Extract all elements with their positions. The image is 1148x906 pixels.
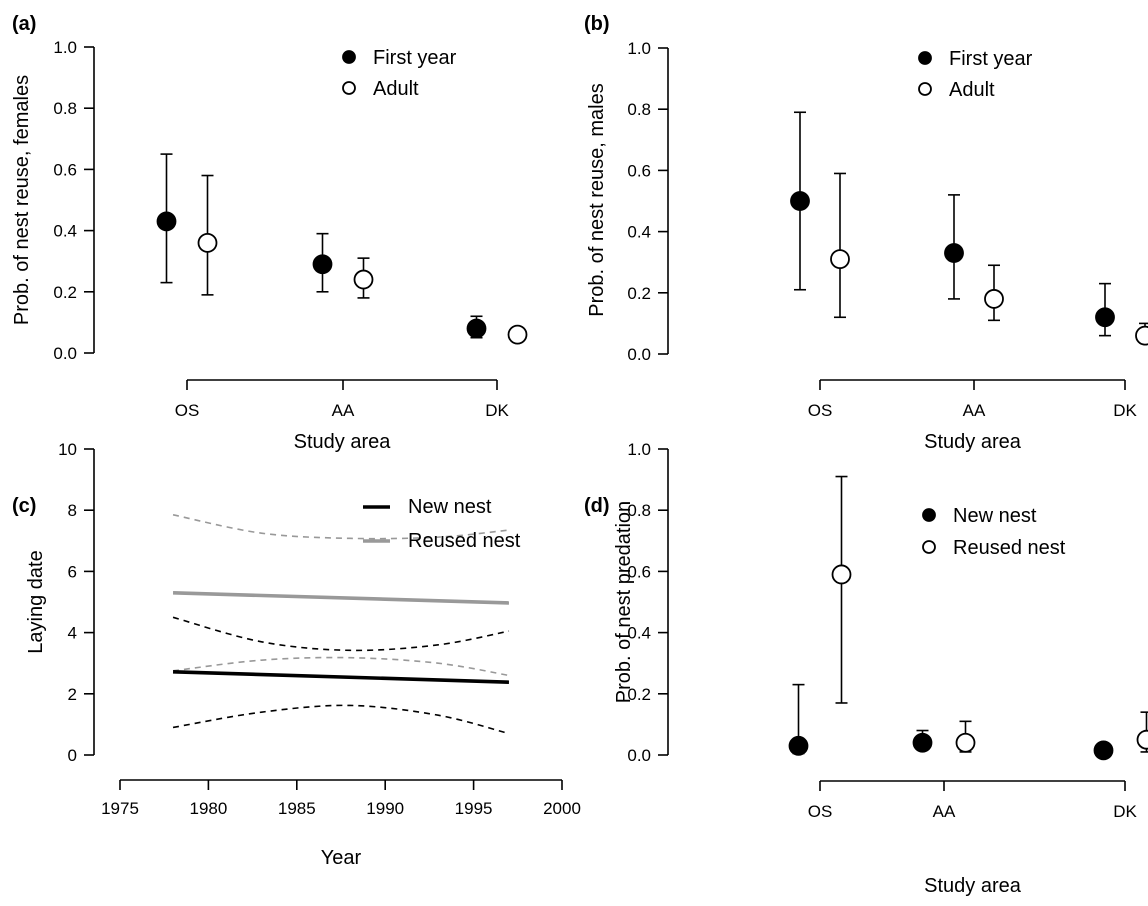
legend-marker-0 bbox=[342, 50, 356, 64]
x-axis-title: Study area bbox=[294, 431, 392, 453]
y-tick-label: 0.8 bbox=[53, 99, 77, 118]
filled-point bbox=[1093, 740, 1114, 761]
y-tick-label: 0.0 bbox=[627, 746, 651, 765]
legend-label: Adult bbox=[949, 79, 995, 101]
open-point bbox=[507, 324, 528, 345]
x-tick-label: 1995 bbox=[455, 799, 493, 818]
panel-label: (a) bbox=[12, 13, 36, 35]
y-tick-label: 4 bbox=[68, 624, 77, 643]
x-axis-title: Year bbox=[321, 847, 362, 869]
open-point bbox=[1135, 325, 1148, 346]
open-point bbox=[353, 269, 374, 290]
legend-label: New nest bbox=[953, 505, 1037, 527]
legend-marker-1 bbox=[918, 82, 932, 96]
x-tick-label: OS bbox=[175, 401, 200, 420]
legend-label: First year bbox=[949, 48, 1033, 70]
y-tick-label: 0.0 bbox=[53, 344, 77, 363]
x-tick-label: 1980 bbox=[189, 799, 227, 818]
x-tick-label: DK bbox=[485, 401, 509, 420]
legend-label: First year bbox=[373, 47, 457, 69]
ci-upper-1 bbox=[172, 514, 510, 540]
open-point bbox=[197, 232, 218, 253]
y-tick-label: 2 bbox=[68, 685, 77, 704]
open-point bbox=[830, 249, 850, 270]
legend-label: Reused nest bbox=[408, 530, 521, 552]
y-tick-label: 6 bbox=[68, 562, 77, 581]
y-tick-label: 0.6 bbox=[627, 161, 651, 180]
ci-lower-1 bbox=[172, 656, 510, 677]
y-tick-label: 0.2 bbox=[627, 685, 651, 704]
x-tick-label: 1985 bbox=[278, 799, 316, 818]
y-axis-title: Prob. of nest reuse, females bbox=[11, 75, 33, 325]
x-axis-title: Study area bbox=[924, 875, 1022, 897]
y-axis-title: Prob. of nest predation bbox=[613, 501, 635, 703]
x-tick-label: 1975 bbox=[101, 799, 139, 818]
legend-label: Reused nest bbox=[953, 537, 1066, 559]
legend-marker-1 bbox=[342, 81, 356, 95]
y-tick-label: 0.8 bbox=[627, 100, 651, 119]
y-tick-label: 0.8 bbox=[627, 501, 651, 520]
y-tick-label: 0.4 bbox=[627, 223, 651, 242]
filled-point bbox=[312, 254, 333, 275]
open-point bbox=[984, 289, 1004, 309]
y-tick-label: 1.0 bbox=[627, 440, 651, 459]
y-tick-label: 0.2 bbox=[53, 283, 77, 302]
filled-point bbox=[466, 318, 487, 339]
y-tick-label: 0.6 bbox=[53, 160, 77, 179]
ci-lower-0 bbox=[172, 704, 510, 735]
ci-upper-0 bbox=[172, 616, 510, 652]
y-tick-label: 10 bbox=[58, 440, 77, 459]
filled-point bbox=[156, 211, 177, 232]
y-axis-title: Laying date bbox=[25, 550, 47, 653]
x-tick-label: OS bbox=[808, 802, 833, 821]
y-tick-label: 1.0 bbox=[53, 38, 77, 57]
open-point bbox=[1136, 729, 1148, 750]
legend-marker-0 bbox=[922, 508, 936, 522]
y-tick-label: 0.4 bbox=[53, 222, 77, 241]
legend-marker-1 bbox=[922, 540, 936, 554]
y-axis-title: Prob. of nest reuse, males bbox=[586, 83, 608, 316]
y-tick-label: 0.0 bbox=[627, 345, 651, 364]
series-line-1 bbox=[172, 591, 510, 605]
filled-point bbox=[944, 243, 964, 263]
x-tick-label: OS bbox=[808, 401, 833, 420]
y-tick-label: 0.6 bbox=[627, 562, 651, 581]
panel-label: (b) bbox=[584, 13, 610, 35]
legend-label: New nest bbox=[408, 496, 492, 518]
x-tick-label: 2000 bbox=[543, 799, 581, 818]
legend-marker-0 bbox=[918, 51, 932, 65]
open-point bbox=[831, 564, 852, 585]
x-axis-title: Study area bbox=[924, 431, 1022, 453]
filled-point bbox=[790, 191, 810, 211]
y-tick-label: 0 bbox=[68, 746, 77, 765]
filled-point bbox=[1095, 307, 1115, 328]
panel-label: (c) bbox=[12, 495, 36, 517]
filled-point bbox=[788, 735, 809, 756]
open-point bbox=[955, 732, 976, 753]
x-tick-label: AA bbox=[963, 401, 986, 420]
legend-label: Adult bbox=[373, 78, 419, 100]
x-tick-label: AA bbox=[332, 401, 355, 420]
x-tick-label: 1990 bbox=[366, 799, 404, 818]
y-tick-label: 0.4 bbox=[627, 624, 651, 643]
panel-label: (d) bbox=[584, 495, 610, 517]
x-tick-label: AA bbox=[933, 802, 956, 821]
filled-point bbox=[912, 732, 933, 753]
y-tick-label: 0.2 bbox=[627, 284, 651, 303]
x-tick-label: DK bbox=[1113, 401, 1137, 420]
y-tick-label: 8 bbox=[68, 501, 77, 520]
x-tick-label: DK bbox=[1113, 802, 1137, 821]
series-line-0 bbox=[172, 669, 510, 684]
y-tick-label: 1.0 bbox=[627, 39, 651, 58]
